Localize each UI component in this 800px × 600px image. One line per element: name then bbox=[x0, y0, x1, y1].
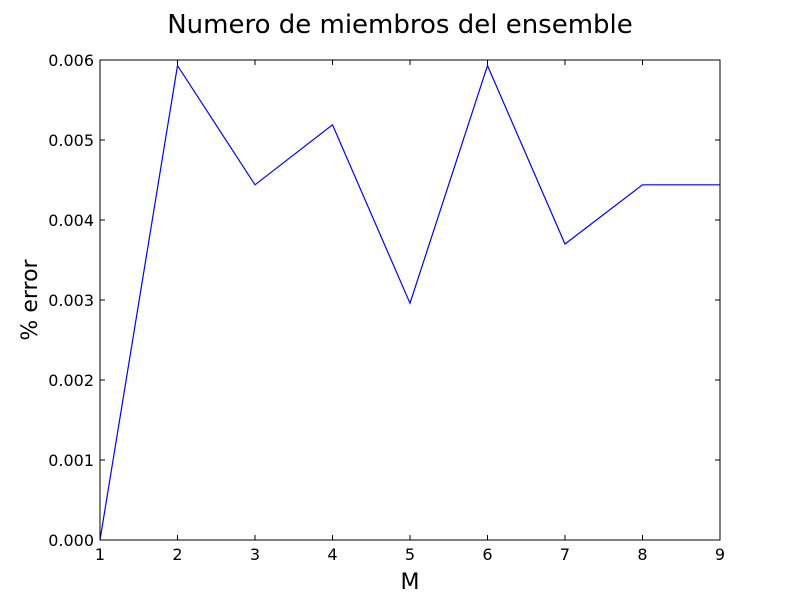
y-tick-label: 0.006 bbox=[48, 51, 94, 70]
series-line bbox=[99, 63, 720, 541]
x-tick-label: 1 bbox=[95, 545, 105, 564]
y-tick-label: 0.005 bbox=[48, 131, 94, 150]
x-tick-label: 2 bbox=[172, 545, 182, 564]
x-tick-label: 6 bbox=[482, 545, 492, 564]
x-tick-label: 3 bbox=[250, 545, 260, 564]
plot-frame bbox=[99, 59, 721, 541]
y-tick-label: 0.001 bbox=[48, 451, 94, 470]
y-tick-label: 0.000 bbox=[48, 531, 94, 550]
y-tick-label: 0.002 bbox=[48, 371, 94, 390]
y-tick-label: 0.003 bbox=[48, 291, 94, 310]
x-tick-label: 7 bbox=[560, 545, 570, 564]
chart-title: Numero de miembros del ensemble bbox=[167, 10, 633, 40]
plot-area: 1 2 3 4 5 6 7 8 9 0.000 0.001 0.002 0.003 0.004 0.005 0… bbox=[48, 51, 725, 564]
x-axis-label: M bbox=[401, 570, 420, 595]
x-tick-label: 5 bbox=[405, 545, 415, 564]
x-tick-label: 9 bbox=[715, 545, 725, 564]
y-axis-label: % error bbox=[18, 258, 43, 340]
y-tick-label: 0.004 bbox=[48, 211, 94, 230]
x-tick-label: 4 bbox=[327, 545, 337, 564]
x-tick-label: 8 bbox=[637, 545, 647, 564]
